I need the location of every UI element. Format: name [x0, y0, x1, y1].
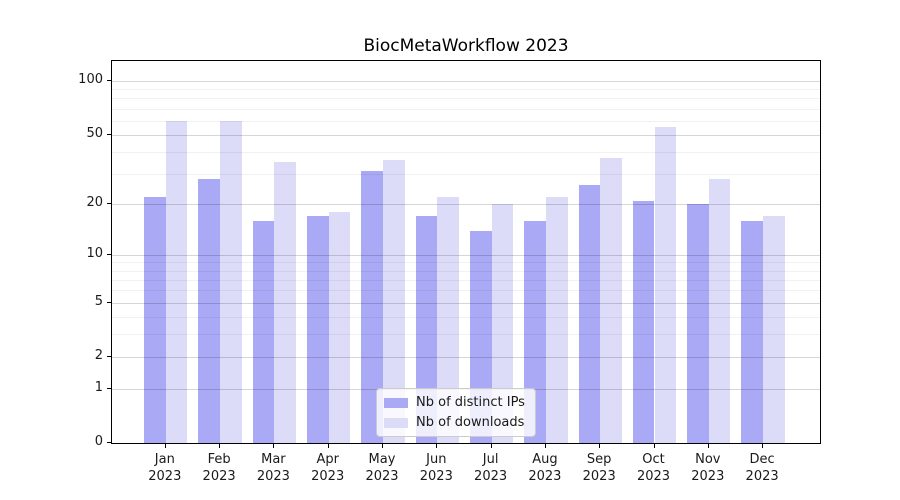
y-minor-gridline [112, 173, 820, 175]
y-major-gridline [112, 81, 820, 82]
x-tick-mark [327, 444, 329, 448]
y-tick-mark [107, 355, 111, 357]
y-minor-gridline [112, 290, 820, 292]
legend-label-distinct-ips: Nb of distinct IPs [416, 395, 525, 410]
bar-downloads [545, 197, 568, 443]
y-minor-gridline [112, 316, 820, 318]
bar-downloads [165, 120, 188, 443]
bar-downloads [437, 197, 459, 443]
y-minor-gridline [112, 279, 820, 281]
x-tick-label: Jun 2023 [419, 452, 453, 484]
x-tick-label: Aug 2023 [528, 452, 562, 484]
x-tick-mark [219, 444, 221, 448]
x-tick-mark [436, 444, 438, 448]
x-tick-label: Nov 2023 [691, 452, 725, 484]
y-major-gridline [112, 302, 820, 304]
bar-distinct-ips [415, 216, 438, 443]
bar-downloads [328, 212, 351, 443]
x-tick-label: Jan 2023 [148, 452, 182, 484]
legend-item-distinct-ips: Nb of distinct IPs [384, 395, 525, 410]
bar-distinct-ips [741, 220, 764, 443]
y-tick-label: 5 [94, 293, 103, 309]
x-tick-label: Apr 2023 [311, 452, 345, 484]
y-major-gridline [112, 204, 820, 206]
x-tick-label: Dec 2023 [745, 452, 779, 484]
bar-distinct-ips [307, 216, 329, 443]
bar-distinct-ips [632, 200, 655, 443]
x-tick-label: Sep 2023 [582, 452, 616, 484]
y-tick-label: 20 [86, 195, 103, 211]
legend-swatch-distinct-ips [384, 397, 408, 408]
y-minor-gridline [112, 98, 820, 100]
y-minor-gridline [112, 270, 820, 272]
x-tick-label: Jul 2023 [474, 452, 508, 484]
bar-distinct-ips [252, 220, 275, 443]
x-tick-mark [653, 444, 655, 448]
x-tick-mark [490, 444, 492, 448]
legend-label-downloads: Nb of downloads [416, 415, 525, 430]
y-tick-label: 0 [94, 434, 103, 449]
x-tick-mark [762, 444, 764, 448]
y-tick-mark [107, 203, 111, 205]
y-major-gridline [112, 254, 820, 256]
y-tick-mark [107, 133, 111, 135]
y-minor-gridline [112, 262, 820, 264]
bar-downloads [708, 178, 731, 443]
y-tick-label: 2 [94, 347, 103, 363]
bar-downloads [763, 216, 785, 443]
y-major-gridline [112, 134, 820, 136]
bar-distinct-ips [578, 184, 601, 443]
y-tick-label: 1 [94, 379, 103, 395]
x-tick-mark [164, 444, 166, 448]
legend-swatch-downloads [384, 417, 408, 428]
y-tick-mark [107, 80, 111, 81]
x-tick-label: Feb 2023 [202, 452, 236, 484]
y-minor-gridline [112, 120, 820, 122]
bar-distinct-ips [687, 204, 709, 443]
x-tick-mark [707, 444, 709, 448]
bar-distinct-ips [144, 197, 166, 443]
bar-downloads [274, 161, 297, 443]
y-tick-mark [107, 253, 111, 255]
bar-downloads [220, 120, 242, 443]
x-tick-mark [544, 444, 546, 448]
bar-downloads [491, 204, 514, 443]
bar-downloads [383, 159, 405, 443]
y-tick-label: 100 [78, 72, 103, 87]
legend-item-downloads: Nb of downloads [384, 415, 525, 430]
y-tick-mark [107, 387, 111, 389]
bar-downloads [600, 157, 622, 443]
x-tick-label: Mar 2023 [256, 452, 290, 484]
plot-area: Nb of distinct IPs Nb of downloads [111, 60, 821, 444]
x-tick-mark [599, 444, 601, 448]
y-major-gridline [112, 356, 820, 358]
x-tick-label: May 2023 [365, 452, 399, 484]
x-tick-mark [382, 444, 383, 448]
y-minor-gridline [112, 151, 820, 153]
y-tick-label: 10 [86, 245, 103, 261]
y-minor-gridline [112, 334, 820, 336]
bar-distinct-ips [361, 171, 383, 443]
x-tick-label: Oct 2023 [636, 452, 671, 484]
y-tick-label: 50 [86, 125, 103, 141]
y-tick-mark [107, 442, 111, 443]
y-minor-gridline [112, 108, 820, 110]
y-minor-gridline [112, 89, 820, 91]
bar-distinct-ips [198, 178, 221, 443]
chart-title: BiocMetaWorkflow 2023 [363, 36, 569, 56]
legend: Nb of distinct IPs Nb of downloads [376, 388, 536, 437]
bar-distinct-ips [524, 220, 546, 443]
x-tick-mark [273, 444, 275, 448]
bar-downloads [654, 127, 677, 443]
y-tick-mark [107, 301, 111, 303]
